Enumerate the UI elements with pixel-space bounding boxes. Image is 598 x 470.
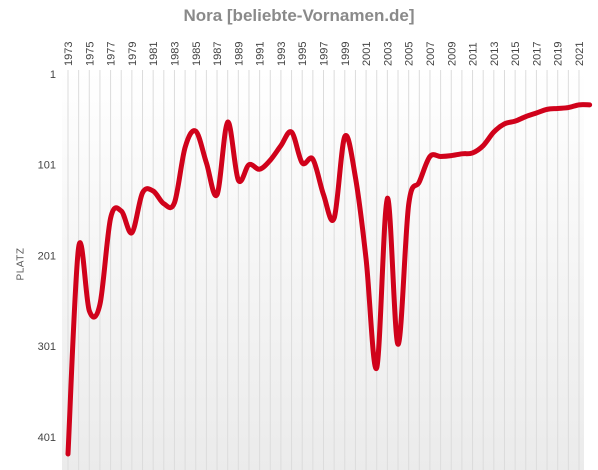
- series-line: [65, 102, 593, 457]
- x-tick-label: 2013: [489, 42, 501, 66]
- x-tick-label: 2015: [510, 42, 522, 66]
- x-tick-label: 1979: [127, 42, 139, 66]
- x-tick-label: 1989: [233, 42, 245, 66]
- x-tick-label: 2007: [425, 42, 437, 66]
- x-axis-ticks: 1973 1975 1977 1979 1981 1983 1985 1987 1989 1991…: [63, 42, 586, 66]
- x-tick-label: 2005: [404, 42, 416, 66]
- y-tick-label: 301: [38, 341, 56, 353]
- y-tick-label: 1: [50, 69, 56, 81]
- x-tick-label: 1983: [169, 42, 181, 66]
- x-tick-label: 1997: [319, 42, 331, 66]
- x-tick-label: 2001: [361, 42, 373, 66]
- x-tick-label: 2021: [574, 42, 586, 66]
- x-tick-label: 2011: [468, 42, 480, 66]
- x-tick-label: 1987: [212, 42, 224, 66]
- y-axis-ticks: 1 101 201 301 401: [38, 69, 56, 444]
- x-tick-label: 1995: [297, 42, 309, 66]
- x-tick-label: 1973: [63, 42, 75, 66]
- x-tick-label: 1999: [340, 42, 352, 66]
- y-tick-label: 201: [38, 250, 56, 262]
- x-tick-label: 1981: [148, 42, 160, 66]
- x-tick-label: 1975: [84, 42, 96, 66]
- y-tick-label: 401: [38, 432, 56, 444]
- x-tick-label: 1977: [106, 42, 118, 66]
- chart-title: Nora [beliebte-Vornamen.de]: [183, 6, 415, 25]
- x-tick-label: 2019: [553, 42, 565, 66]
- y-tick-label: 101: [38, 160, 56, 172]
- x-tick-label: 1985: [191, 42, 203, 66]
- x-tick-label: 1993: [276, 42, 288, 66]
- x-tick-label: 2009: [446, 42, 458, 66]
- x-tick-label: 1991: [255, 42, 267, 66]
- series-layer: [65, 102, 593, 457]
- grid-lines: [67, 70, 580, 470]
- x-tick-label: 2003: [382, 42, 394, 66]
- x-tick-label: 2017: [531, 42, 543, 66]
